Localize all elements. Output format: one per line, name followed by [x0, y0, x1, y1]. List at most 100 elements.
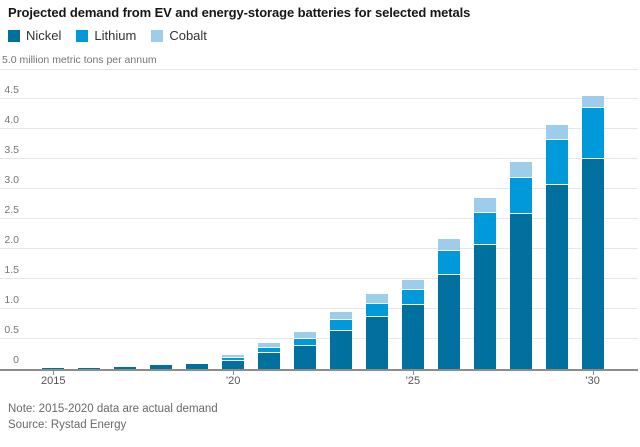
y-axis-label: 0 — [13, 354, 19, 366]
bar-2028[interactable] — [509, 162, 532, 369]
gridline — [0, 128, 638, 129]
bar-segment-nickel[interactable] — [42, 368, 65, 369]
bar-segment-lithium[interactable] — [42, 367, 65, 369]
x-axis-label: ’30 — [585, 375, 600, 387]
bar-segment-lithium[interactable] — [365, 304, 388, 318]
y-axis-label: 1.5 — [4, 264, 19, 276]
bar-segment-lithium[interactable] — [329, 320, 352, 331]
bar-segment-lithium[interactable] — [222, 357, 245, 361]
bar-segment-cobalt[interactable] — [150, 362, 173, 364]
x-axis-tick — [233, 371, 235, 375]
bar-segment-cobalt[interactable] — [365, 294, 388, 305]
chart-title: Projected demand from EV and energy-stor… — [8, 5, 471, 20]
bar-segment-cobalt[interactable] — [581, 96, 604, 108]
bar-segment-cobalt[interactable] — [401, 280, 424, 290]
bar-segment-nickel[interactable] — [401, 304, 424, 369]
x-axis-label: ’20 — [225, 375, 241, 387]
lithium-swatch — [76, 29, 89, 42]
bar-segment-lithium[interactable] — [186, 363, 209, 365]
bar-2024[interactable] — [365, 294, 388, 369]
y-axis-label: 2.5 — [4, 204, 19, 216]
x-axis-label: 2015 — [41, 375, 66, 387]
bar-segment-cobalt[interactable] — [222, 354, 245, 358]
bar-segment-cobalt[interactable] — [509, 162, 532, 178]
bar-segment-nickel[interactable] — [114, 366, 137, 369]
legend-item-lithium: Lithium — [76, 28, 136, 43]
chart-note: Note: 2015-2020 data are actual demand — [8, 403, 218, 415]
bar-segment-nickel[interactable] — [545, 184, 568, 369]
x-axis-tick — [53, 371, 55, 375]
bar-segment-lithium[interactable] — [509, 177, 532, 215]
bar-2019[interactable] — [186, 361, 209, 369]
legend-item-cobalt: Cobalt — [151, 28, 207, 43]
bar-segment-lithium[interactable] — [401, 289, 424, 305]
gridline — [0, 158, 638, 159]
bar-segment-nickel[interactable] — [437, 274, 460, 369]
bar-segment-cobalt[interactable] — [473, 198, 496, 214]
x-axis-label: ’25 — [405, 375, 421, 387]
bar-segment-cobalt[interactable] — [545, 124, 568, 140]
bar-segment-nickel[interactable] — [186, 364, 209, 369]
bar-segment-lithium[interactable] — [78, 366, 101, 368]
bar-segment-cobalt[interactable] — [114, 364, 137, 366]
bar-segment-nickel[interactable] — [150, 364, 173, 369]
x-axis-tick — [592, 371, 594, 375]
bar-segment-cobalt[interactable] — [42, 366, 65, 368]
bar-segment-lithium[interactable] — [581, 108, 604, 159]
bar-2023[interactable] — [329, 312, 352, 369]
bar-2021[interactable] — [258, 342, 280, 369]
bar-segment-nickel[interactable] — [78, 367, 101, 369]
gridline — [0, 98, 638, 99]
bar-2020[interactable] — [222, 354, 245, 369]
y-axis-label: 5.0 million metric tons per annum — [2, 54, 157, 66]
bar-segment-lithium[interactable] — [437, 250, 460, 275]
gridline — [0, 278, 638, 279]
bar-segment-nickel[interactable] — [509, 214, 532, 369]
bar-2022[interactable] — [293, 332, 316, 369]
bar-segment-nickel[interactable] — [222, 360, 245, 369]
bar-2027[interactable] — [473, 198, 496, 369]
bar-2016[interactable] — [78, 365, 101, 369]
gridline — [0, 308, 638, 309]
bar-segment-nickel[interactable] — [293, 345, 316, 369]
cobalt-swatch — [151, 29, 164, 42]
legend-label-nickel: Nickel — [26, 28, 62, 43]
bar-segment-cobalt[interactable] — [258, 342, 280, 349]
bar-segment-nickel[interactable] — [581, 159, 604, 369]
bar-2029[interactable] — [545, 124, 568, 369]
bar-segment-cobalt[interactable] — [293, 332, 316, 340]
bar-2025[interactable] — [401, 280, 424, 369]
bar-segment-nickel[interactable] — [365, 317, 388, 369]
bar-2030[interactable] — [581, 96, 604, 369]
bar-segment-lithium[interactable] — [473, 213, 496, 245]
bar-segment-cobalt[interactable] — [78, 365, 101, 367]
bar-segment-lithium[interactable] — [150, 363, 173, 365]
bar-2017[interactable] — [114, 364, 137, 369]
x-axis-line — [0, 369, 638, 371]
bar-2018[interactable] — [150, 362, 173, 369]
bar-segment-lithium[interactable] — [545, 139, 568, 185]
bar-segment-nickel[interactable] — [258, 353, 280, 369]
bar-segment-lithium[interactable] — [114, 365, 137, 367]
bar-2026[interactable] — [437, 238, 460, 369]
gridline — [0, 69, 638, 70]
y-axis-label: 2.0 — [4, 234, 19, 246]
y-axis-label: 3.5 — [4, 144, 19, 156]
bar-2015[interactable] — [42, 366, 65, 369]
legend: Nickel Lithium Cobalt — [8, 28, 207, 43]
gridline — [0, 338, 638, 339]
bar-segment-nickel[interactable] — [473, 244, 496, 369]
bar-segment-cobalt[interactable] — [329, 312, 352, 321]
legend-label-lithium: Lithium — [94, 28, 137, 43]
bar-segment-lithium[interactable] — [293, 339, 316, 346]
bar-segment-nickel[interactable] — [329, 330, 352, 369]
bar-segment-cobalt[interactable] — [186, 361, 209, 364]
bar-segment-lithium[interactable] — [258, 348, 280, 354]
y-axis-label: 1.0 — [4, 294, 19, 306]
legend-item-nickel: Nickel — [8, 28, 61, 43]
nickel-swatch — [8, 29, 20, 42]
chart-source: Source: Rystad Energy — [8, 419, 127, 431]
y-axis-label: 3.0 — [4, 174, 19, 186]
bar-segment-cobalt[interactable] — [437, 238, 460, 251]
x-axis-tick — [412, 371, 414, 375]
